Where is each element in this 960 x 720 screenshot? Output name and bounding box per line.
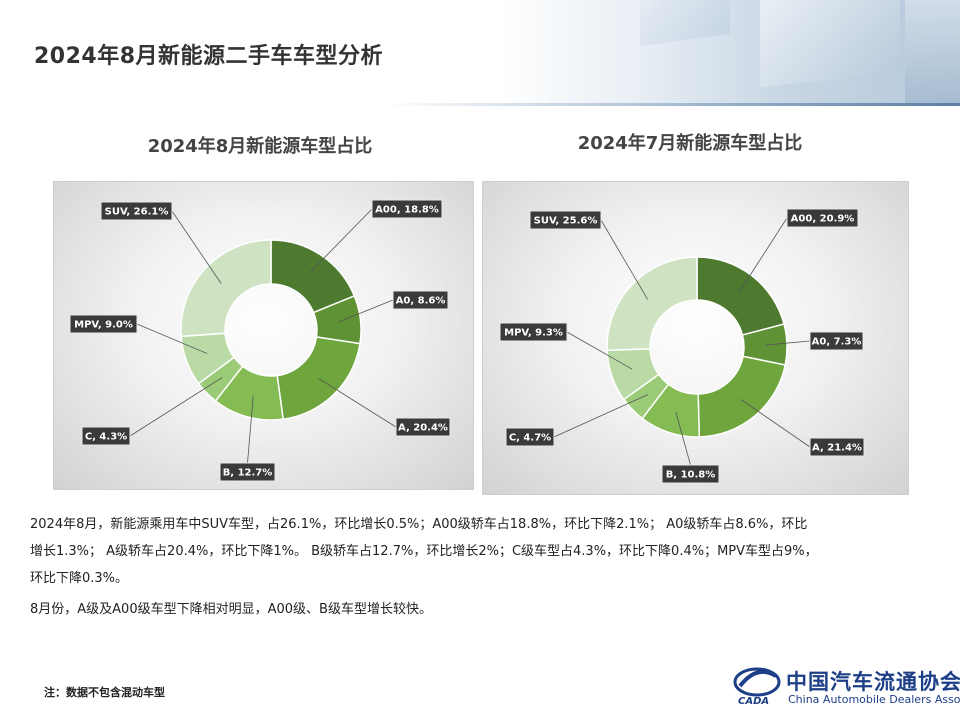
data-label-text: A00, 18.8% bbox=[375, 205, 439, 216]
data-label-text: A, 21.4% bbox=[812, 443, 862, 454]
analysis-line-2: 增长1.3%； A级轿车占20.4%，环比下降1%。 B级轿车占12.7%，环比… bbox=[30, 544, 818, 559]
data-label-box bbox=[661, 464, 720, 484]
association-name-cn: 中国汽车流通协会 bbox=[786, 669, 960, 694]
data-label-text: B, 12.7% bbox=[223, 468, 273, 479]
analysis-text: 2024年8月，新能源乘用车中SUV车型，占26.1%，环比增长0.5%；A00… bbox=[30, 511, 930, 623]
donut-slice-suv-0 bbox=[180, 239, 272, 338]
logo-mark-text: CADA bbox=[738, 696, 769, 706]
leader-line-a-0 bbox=[318, 378, 397, 428]
data-label-b-1: B, 10.8% bbox=[661, 464, 720, 484]
data-label-box bbox=[395, 417, 451, 437]
data-label-box bbox=[505, 427, 555, 447]
leader-line-suv-0 bbox=[171, 210, 222, 284]
data-label-box bbox=[392, 290, 449, 310]
data-label-text: B, 10.8% bbox=[666, 470, 716, 481]
data-label-box bbox=[69, 314, 138, 334]
leader-line-c-0 bbox=[129, 377, 223, 437]
leader-line-c-1 bbox=[553, 394, 648, 438]
chart-title-august: 2024年8月新能源车型占比 bbox=[147, 136, 373, 157]
analysis-line-3: 环比下降0.3%。 bbox=[30, 571, 129, 586]
leader-line-mpv-0 bbox=[136, 323, 208, 354]
leader-line-b-0 bbox=[247, 395, 254, 464]
data-label-c-1: C, 4.7% bbox=[505, 427, 555, 447]
data-label-suv-0: SUV, 26.1% bbox=[100, 201, 173, 221]
data-label-suv-1: SUV, 25.6% bbox=[529, 210, 602, 230]
data-label-mpv-0: MPV, 9.0% bbox=[69, 314, 138, 334]
data-label-a-1: A, 21.4% bbox=[809, 437, 865, 457]
donut-slice-a-0 bbox=[276, 336, 361, 421]
leader-line-a00-0 bbox=[308, 208, 373, 274]
data-label-box bbox=[499, 322, 568, 342]
association-logo: CADA 中国汽车流通协会 China Automobile Dealers A… bbox=[732, 660, 960, 710]
data-label-text: A0, 7.3% bbox=[812, 337, 862, 348]
data-label-text: MPV, 9.3% bbox=[504, 328, 563, 339]
data-label-text: SUV, 25.6% bbox=[534, 216, 598, 227]
data-label-box bbox=[81, 426, 131, 446]
data-label-text: SUV, 26.1% bbox=[105, 207, 169, 218]
data-label-a00-1: A00, 20.9% bbox=[786, 208, 859, 228]
cada-logo-icon: CADA bbox=[733, 667, 781, 706]
page-title: 2024年8月新能源二手车车型分析 bbox=[34, 44, 384, 69]
data-label-text: MPV, 9.0% bbox=[74, 320, 133, 331]
decorative-cube bbox=[905, 0, 960, 106]
leader-line-b-1 bbox=[675, 412, 691, 466]
data-label-text: A0, 8.6% bbox=[396, 296, 446, 307]
leader-line-mpv-1 bbox=[566, 331, 633, 370]
data-label-text: A00, 20.9% bbox=[791, 214, 855, 225]
donut-slice-suv-1 bbox=[606, 256, 698, 352]
donut-slice-a00-1 bbox=[696, 256, 785, 336]
association-name-en: China Automobile Dealers Association bbox=[788, 693, 960, 706]
data-label-box bbox=[809, 437, 865, 457]
leader-line-a0-0 bbox=[338, 299, 394, 323]
data-label-box bbox=[786, 208, 859, 228]
leader-line-a00-1 bbox=[738, 217, 788, 293]
chart-title-july: 2024年7月新能源车型占比 bbox=[577, 133, 803, 154]
data-label-c-0: C, 4.3% bbox=[81, 426, 131, 446]
footnote: 注：数据不包含混动车型 bbox=[44, 686, 165, 699]
analysis-line-1: 2024年8月，新能源乘用车中SUV车型，占26.1%，环比增长0.5%；A00… bbox=[30, 517, 808, 532]
leader-line-a-1 bbox=[740, 399, 811, 448]
donut-slice-a-1 bbox=[697, 355, 787, 438]
analysis-conclusion: 8月份，A级及A00级车型下降相对明显，A00级、B级车型增长较快。 bbox=[30, 602, 432, 617]
data-label-box bbox=[529, 210, 602, 230]
leader-line-suv-1 bbox=[600, 219, 649, 300]
header-banner bbox=[0, 0, 960, 106]
data-label-a00-0: A00, 18.8% bbox=[371, 199, 443, 219]
data-label-a0-0: A0, 8.6% bbox=[392, 290, 449, 310]
data-label-b-0: B, 12.7% bbox=[219, 462, 276, 482]
data-label-box bbox=[219, 462, 276, 482]
header-divider bbox=[0, 103, 960, 106]
data-label-mpv-1: MPV, 9.3% bbox=[499, 322, 568, 342]
data-label-box bbox=[809, 331, 864, 351]
data-label-a-0: A, 20.4% bbox=[395, 417, 451, 437]
data-label-a0-1: A0, 7.3% bbox=[809, 331, 864, 351]
data-label-text: A, 20.4% bbox=[398, 423, 448, 434]
data-label-box bbox=[100, 201, 173, 221]
data-label-text: C, 4.7% bbox=[509, 433, 551, 444]
leader-line-a0-1 bbox=[765, 340, 811, 346]
data-label-text: C, 4.3% bbox=[85, 432, 127, 443]
data-label-box bbox=[371, 199, 443, 219]
